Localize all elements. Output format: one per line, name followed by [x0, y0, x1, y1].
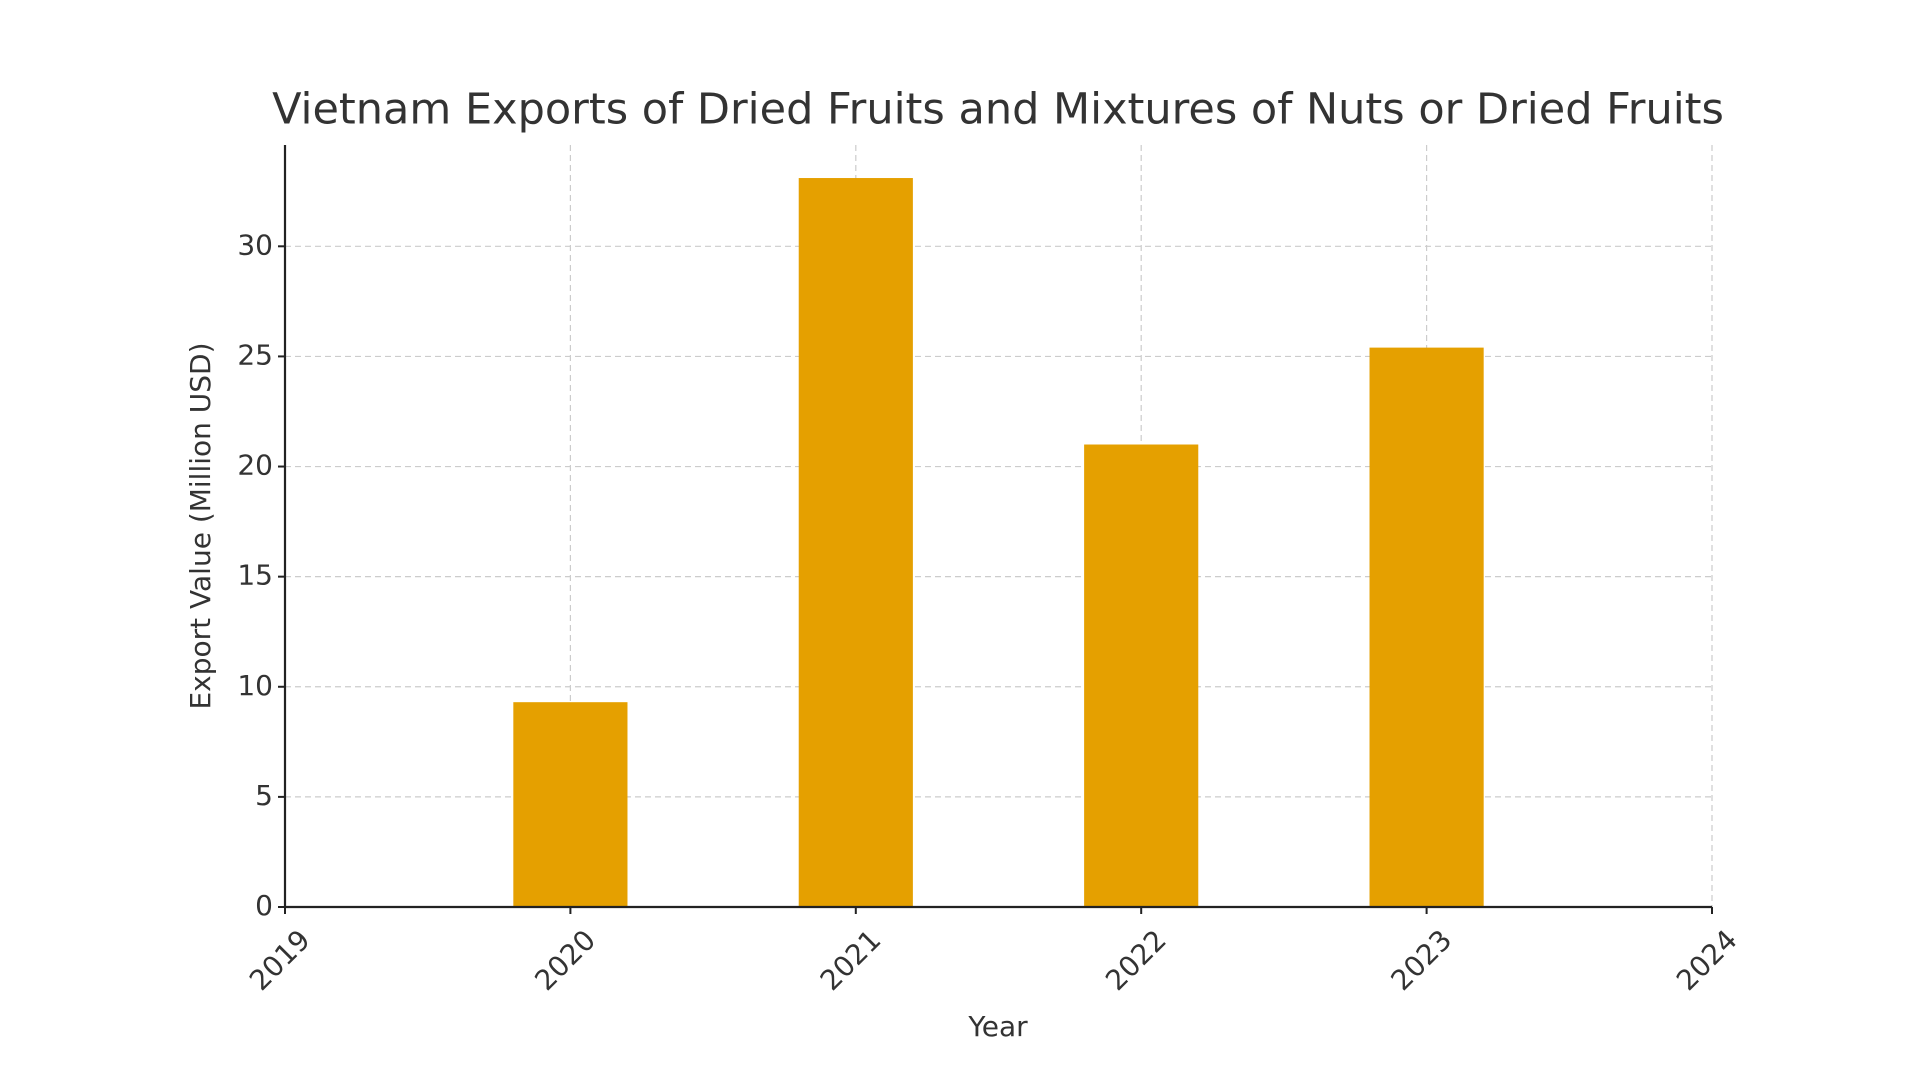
- x-tick-label: 2022: [1099, 923, 1173, 997]
- x-tick-label: 2020: [528, 923, 602, 997]
- y-tick-label: 15: [237, 559, 273, 592]
- bar: [798, 178, 913, 908]
- y-tick-label: 10: [237, 669, 273, 702]
- y-axis-label: Export Value (Million USD): [184, 342, 217, 709]
- y-tick-label: 20: [237, 449, 273, 482]
- bar: [1084, 444, 1199, 907]
- x-tick-label: 2024: [1670, 923, 1744, 997]
- x-tick-label: 2023: [1385, 923, 1459, 997]
- x-axis-label: Year: [967, 1010, 1028, 1043]
- x-tick-label: 2019: [243, 923, 317, 997]
- y-tick-label: 0: [255, 889, 273, 922]
- chart-title: Vietnam Exports of Dried Fruits and Mixt…: [272, 85, 1724, 135]
- x-tick-label: 2021: [814, 923, 888, 997]
- y-tick-label: 5: [255, 779, 273, 812]
- y-tick-label: 25: [237, 338, 273, 371]
- y-tick-label: 30: [237, 228, 273, 261]
- bar: [513, 702, 628, 907]
- bar: [1369, 347, 1484, 907]
